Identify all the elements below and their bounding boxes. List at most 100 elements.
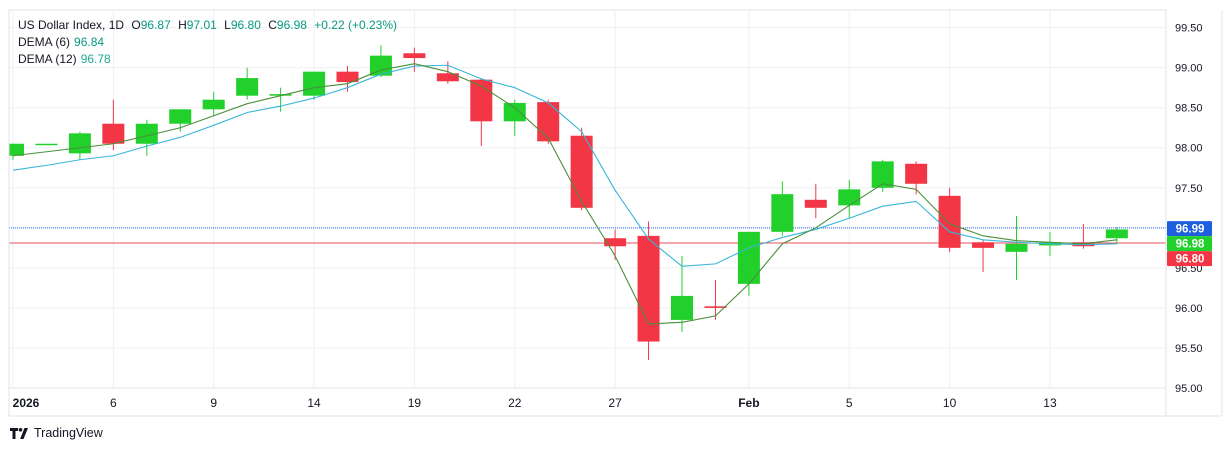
- x-tick-label: 14: [307, 396, 321, 410]
- price-badge: 96.98: [1167, 236, 1212, 252]
- candle[interactable]: [202, 91, 225, 116]
- candle-body: [905, 163, 928, 184]
- y-tick-label: 95.50: [1175, 343, 1203, 355]
- candle[interactable]: [269, 87, 292, 112]
- y-tick-label: 99.00: [1175, 63, 1203, 75]
- close-value: 96.98: [276, 18, 307, 32]
- candle-body: [671, 295, 693, 320]
- interval-label[interactable]: 1D: [108, 18, 125, 32]
- candle-body: [9, 143, 24, 156]
- candle-body: [537, 102, 560, 142]
- candle[interactable]: [671, 255, 693, 332]
- dema12-name: DEMA (12): [18, 52, 77, 66]
- candle-body: [102, 123, 125, 144]
- candle[interactable]: [804, 183, 827, 219]
- price-badge: 96.99: [1167, 221, 1212, 237]
- candle-body: [771, 194, 794, 232]
- candle[interactable]: [9, 143, 24, 160]
- candle[interactable]: [905, 161, 928, 195]
- y-tick-label: 97.50: [1175, 183, 1203, 195]
- price-badge-bg: [1167, 221, 1212, 237]
- candle[interactable]: [303, 71, 326, 100]
- dema-lines: [12, 63, 1117, 325]
- open-value: 96.87: [140, 18, 171, 32]
- x-tick-label: 5: [846, 396, 853, 410]
- x-tick-label: Feb: [738, 396, 759, 410]
- price-axis[interactable]: 95.0095.5096.0096.5097.0097.5098.0098.50…: [1175, 23, 1203, 395]
- low-value: 96.80: [230, 18, 261, 32]
- candles[interactable]: [9, 45, 1128, 360]
- candle[interactable]: [135, 119, 158, 156]
- legend-dema6-row[interactable]: DEMA (6) 96.84: [18, 34, 397, 51]
- candle[interactable]: [604, 229, 627, 260]
- candle-body: [972, 242, 995, 248]
- candle[interactable]: [369, 45, 392, 78]
- y-tick-label: 95.00: [1175, 383, 1203, 395]
- time-axis[interactable]: 2026 6 9 14 19 22 27 Feb 5 10 13: [13, 396, 1057, 410]
- candle[interactable]: [1005, 215, 1028, 280]
- y-tick-label: 98.50: [1175, 103, 1203, 115]
- y-tick-label: 98.00: [1175, 143, 1203, 155]
- candle[interactable]: [35, 143, 58, 146]
- price-badge-label: 96.99: [1176, 224, 1205, 236]
- candle[interactable]: [470, 78, 493, 147]
- y-tick-label: 99.50: [1175, 23, 1203, 35]
- candle[interactable]: [637, 221, 660, 360]
- candle[interactable]: [68, 131, 91, 160]
- candle[interactable]: [938, 187, 961, 252]
- x-tick-label: 2026: [13, 396, 40, 410]
- candle[interactable]: [972, 239, 995, 272]
- candle-body: [704, 306, 727, 308]
- candle[interactable]: [737, 231, 760, 296]
- chart-legend: US Dollar Index, 1D O96.87 H97.01 L96.80…: [18, 17, 397, 68]
- candle-body: [369, 55, 392, 76]
- candle[interactable]: [537, 99, 560, 144]
- high-label: H: [178, 18, 187, 32]
- candle-body: [236, 78, 259, 96]
- tradingview-logo-icon: [10, 427, 28, 439]
- candle-body: [637, 235, 660, 342]
- candle[interactable]: [1105, 227, 1128, 244]
- candle[interactable]: [871, 159, 894, 192]
- candle-body: [303, 71, 326, 96]
- candle[interactable]: [704, 279, 727, 320]
- legend-ohlc-row: US Dollar Index, 1D O96.87 H97.01 L96.80…: [18, 18, 398, 32]
- candle-body: [403, 53, 426, 59]
- candle-body: [604, 238, 627, 247]
- candle[interactable]: [838, 179, 861, 219]
- open-label: O: [131, 18, 141, 32]
- dema12-value: 96.78: [80, 52, 111, 66]
- candle[interactable]: [169, 109, 192, 132]
- legend-dema12-row[interactable]: DEMA (12) 96.78: [18, 51, 397, 68]
- candle[interactable]: [236, 67, 259, 100]
- dema6-name: DEMA (6): [18, 35, 71, 49]
- candle-body: [336, 71, 359, 83]
- x-tick-label: 19: [408, 396, 422, 410]
- candle-body: [804, 199, 827, 208]
- candle-body: [1005, 243, 1028, 252]
- x-tick-label: 27: [608, 396, 622, 410]
- tradingview-branding[interactable]: TradingView: [10, 426, 103, 440]
- x-tick-label: 10: [943, 396, 957, 410]
- high-value: 97.01: [186, 18, 217, 32]
- symbol-name[interactable]: US Dollar Index: [18, 18, 103, 32]
- candle[interactable]: [436, 61, 459, 84]
- candle[interactable]: [771, 181, 794, 236]
- x-tick-label: 6: [110, 396, 117, 410]
- candle[interactable]: [570, 127, 593, 211]
- dema12-line: [12, 64, 1117, 267]
- candle-body: [938, 195, 961, 248]
- change-value: +0.22 (+0.23%): [314, 18, 398, 32]
- price-badge: 96.80: [1167, 251, 1212, 267]
- candle-body: [269, 94, 292, 96]
- brand-text: TradingView: [34, 426, 103, 440]
- candle-body: [737, 231, 760, 284]
- candle[interactable]: [503, 99, 526, 136]
- low-label: L: [224, 18, 231, 32]
- candle-body: [68, 133, 91, 154]
- candle[interactable]: [102, 99, 125, 151]
- candle-body: [169, 109, 192, 124]
- candle-body: [1105, 229, 1128, 239]
- candle[interactable]: [403, 47, 426, 72]
